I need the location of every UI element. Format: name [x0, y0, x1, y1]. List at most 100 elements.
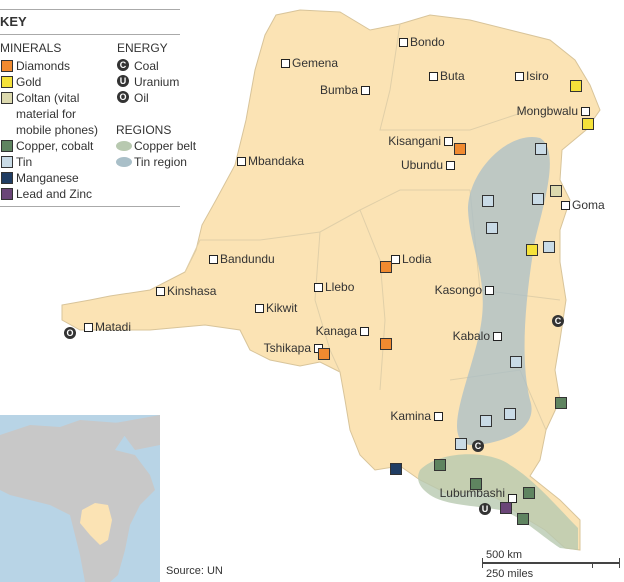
drc-highlight: [80, 503, 112, 545]
coal-marker-icon: C: [472, 440, 484, 452]
uranium-marker-icon: U: [479, 503, 491, 515]
city-marker: [391, 255, 400, 264]
gold-marker: [582, 118, 594, 130]
uranium-symbol-icon: U: [117, 75, 129, 87]
energy-heading: ENERGY: [117, 41, 168, 55]
manganese-marker: [390, 463, 402, 475]
coltan-marker: [550, 185, 562, 197]
lead-zinc-marker: [500, 502, 512, 514]
regions-heading: REGIONS: [116, 123, 172, 137]
tin-region-swatch: [116, 157, 132, 167]
legend-coal: Coal: [134, 59, 159, 73]
legend-gold: Gold: [16, 75, 42, 89]
coltan-swatch: [1, 92, 13, 104]
city-marker: [314, 283, 323, 292]
legend-coltan-line3: mobile phones): [16, 123, 99, 137]
city-marker: [434, 412, 443, 421]
source-credit: Source: UN: [166, 565, 223, 577]
tin-marker: [532, 193, 544, 205]
city-marker: [281, 59, 290, 68]
legend-tin-region: Tin region: [134, 155, 187, 169]
city-label: Bandundu: [220, 252, 275, 266]
city-marker: [508, 494, 517, 503]
city-marker: [399, 38, 408, 47]
city-marker: [561, 201, 570, 210]
city-label: Kisangani: [388, 134, 441, 148]
city-label: Kasongo: [434, 283, 482, 297]
city-marker: [581, 107, 590, 116]
city-label: Isiro: [526, 69, 549, 83]
tin-swatch: [1, 156, 13, 168]
coal-symbol-icon: C: [117, 59, 129, 71]
africa-landmass: [0, 420, 155, 582]
city-label: Ubundu: [400, 158, 443, 172]
city-marker: [485, 286, 494, 295]
copper-cobalt-marker: [434, 459, 446, 471]
scale-miles: 250 miles: [486, 568, 534, 580]
tin-marker: [504, 408, 516, 420]
city-marker: [360, 327, 369, 336]
diamonds-marker: [380, 338, 392, 350]
copper-belt: [418, 454, 578, 550]
tin-marker: [535, 143, 547, 155]
tin-region: [457, 136, 550, 445]
city-label: Gemena: [292, 56, 339, 70]
city-label: Matadi: [95, 320, 132, 334]
tin-marker: [486, 222, 498, 234]
city-marker: [156, 287, 165, 296]
tin-marker: [480, 415, 492, 427]
coal-marker-icon: C: [552, 315, 564, 327]
city-marker: [444, 137, 453, 146]
city-marker: [209, 255, 218, 264]
legend-oil: Oil: [134, 91, 149, 105]
city-marker: [237, 157, 246, 166]
diamonds-swatch: [1, 60, 13, 72]
gold-marker: [570, 80, 582, 92]
gold-marker: [526, 244, 538, 256]
city-label: Lodia: [402, 252, 432, 266]
city-label: Kabalo: [452, 329, 490, 343]
scale-km: 500 km: [486, 549, 523, 561]
city-marker: [255, 304, 264, 313]
city-marker: [429, 72, 438, 81]
copper-cobalt-marker: [523, 487, 535, 499]
legend-copper-belt: Copper belt: [134, 139, 197, 153]
diamonds-marker: [318, 348, 330, 360]
africa-locator-inset: [0, 415, 160, 582]
city-label: Mongbwalu: [516, 104, 578, 118]
diamonds-marker: [454, 143, 466, 155]
copper-cobalt-marker: [555, 397, 567, 409]
lead-zinc-swatch: [1, 188, 13, 200]
city-label: Kamina: [390, 409, 431, 423]
city-marker: [361, 86, 370, 95]
tin-marker: [510, 356, 522, 368]
city-label: Kinshasa: [167, 284, 217, 298]
copper-cobalt-marker: [470, 478, 482, 490]
tin-marker: [482, 195, 494, 207]
city-label: Bondo: [410, 35, 445, 49]
legend-uranium: Uranium: [134, 75, 180, 89]
legend-lead-zinc: Lead and Zinc: [16, 187, 93, 201]
tin-marker: [543, 241, 555, 253]
city-label: Goma: [572, 198, 605, 212]
legend-manganese: Manganese: [16, 171, 79, 185]
city-label: Tshikapa: [263, 341, 311, 355]
manganese-swatch: [1, 172, 13, 184]
scale-bar: [482, 558, 620, 568]
city-label: Kikwit: [266, 301, 298, 315]
copper-cobalt-marker: [517, 513, 529, 525]
legend-copper: Copper, cobalt: [16, 139, 94, 153]
city-marker: [84, 323, 93, 332]
diamonds-marker: [380, 261, 392, 273]
city-label: Kanaga: [315, 324, 357, 338]
legend-coltan: Coltan (vital: [16, 91, 80, 105]
city-label: Mbandaka: [248, 154, 305, 168]
city-label: Lubumbashi: [439, 486, 505, 500]
gold-swatch: [1, 76, 13, 88]
legend-tin: Tin: [16, 155, 33, 169]
city-label: Buta: [440, 69, 465, 83]
copper-belt-swatch: [116, 141, 132, 151]
key-title: KEY: [0, 14, 27, 29]
legend-diamonds: Diamonds: [16, 59, 71, 73]
